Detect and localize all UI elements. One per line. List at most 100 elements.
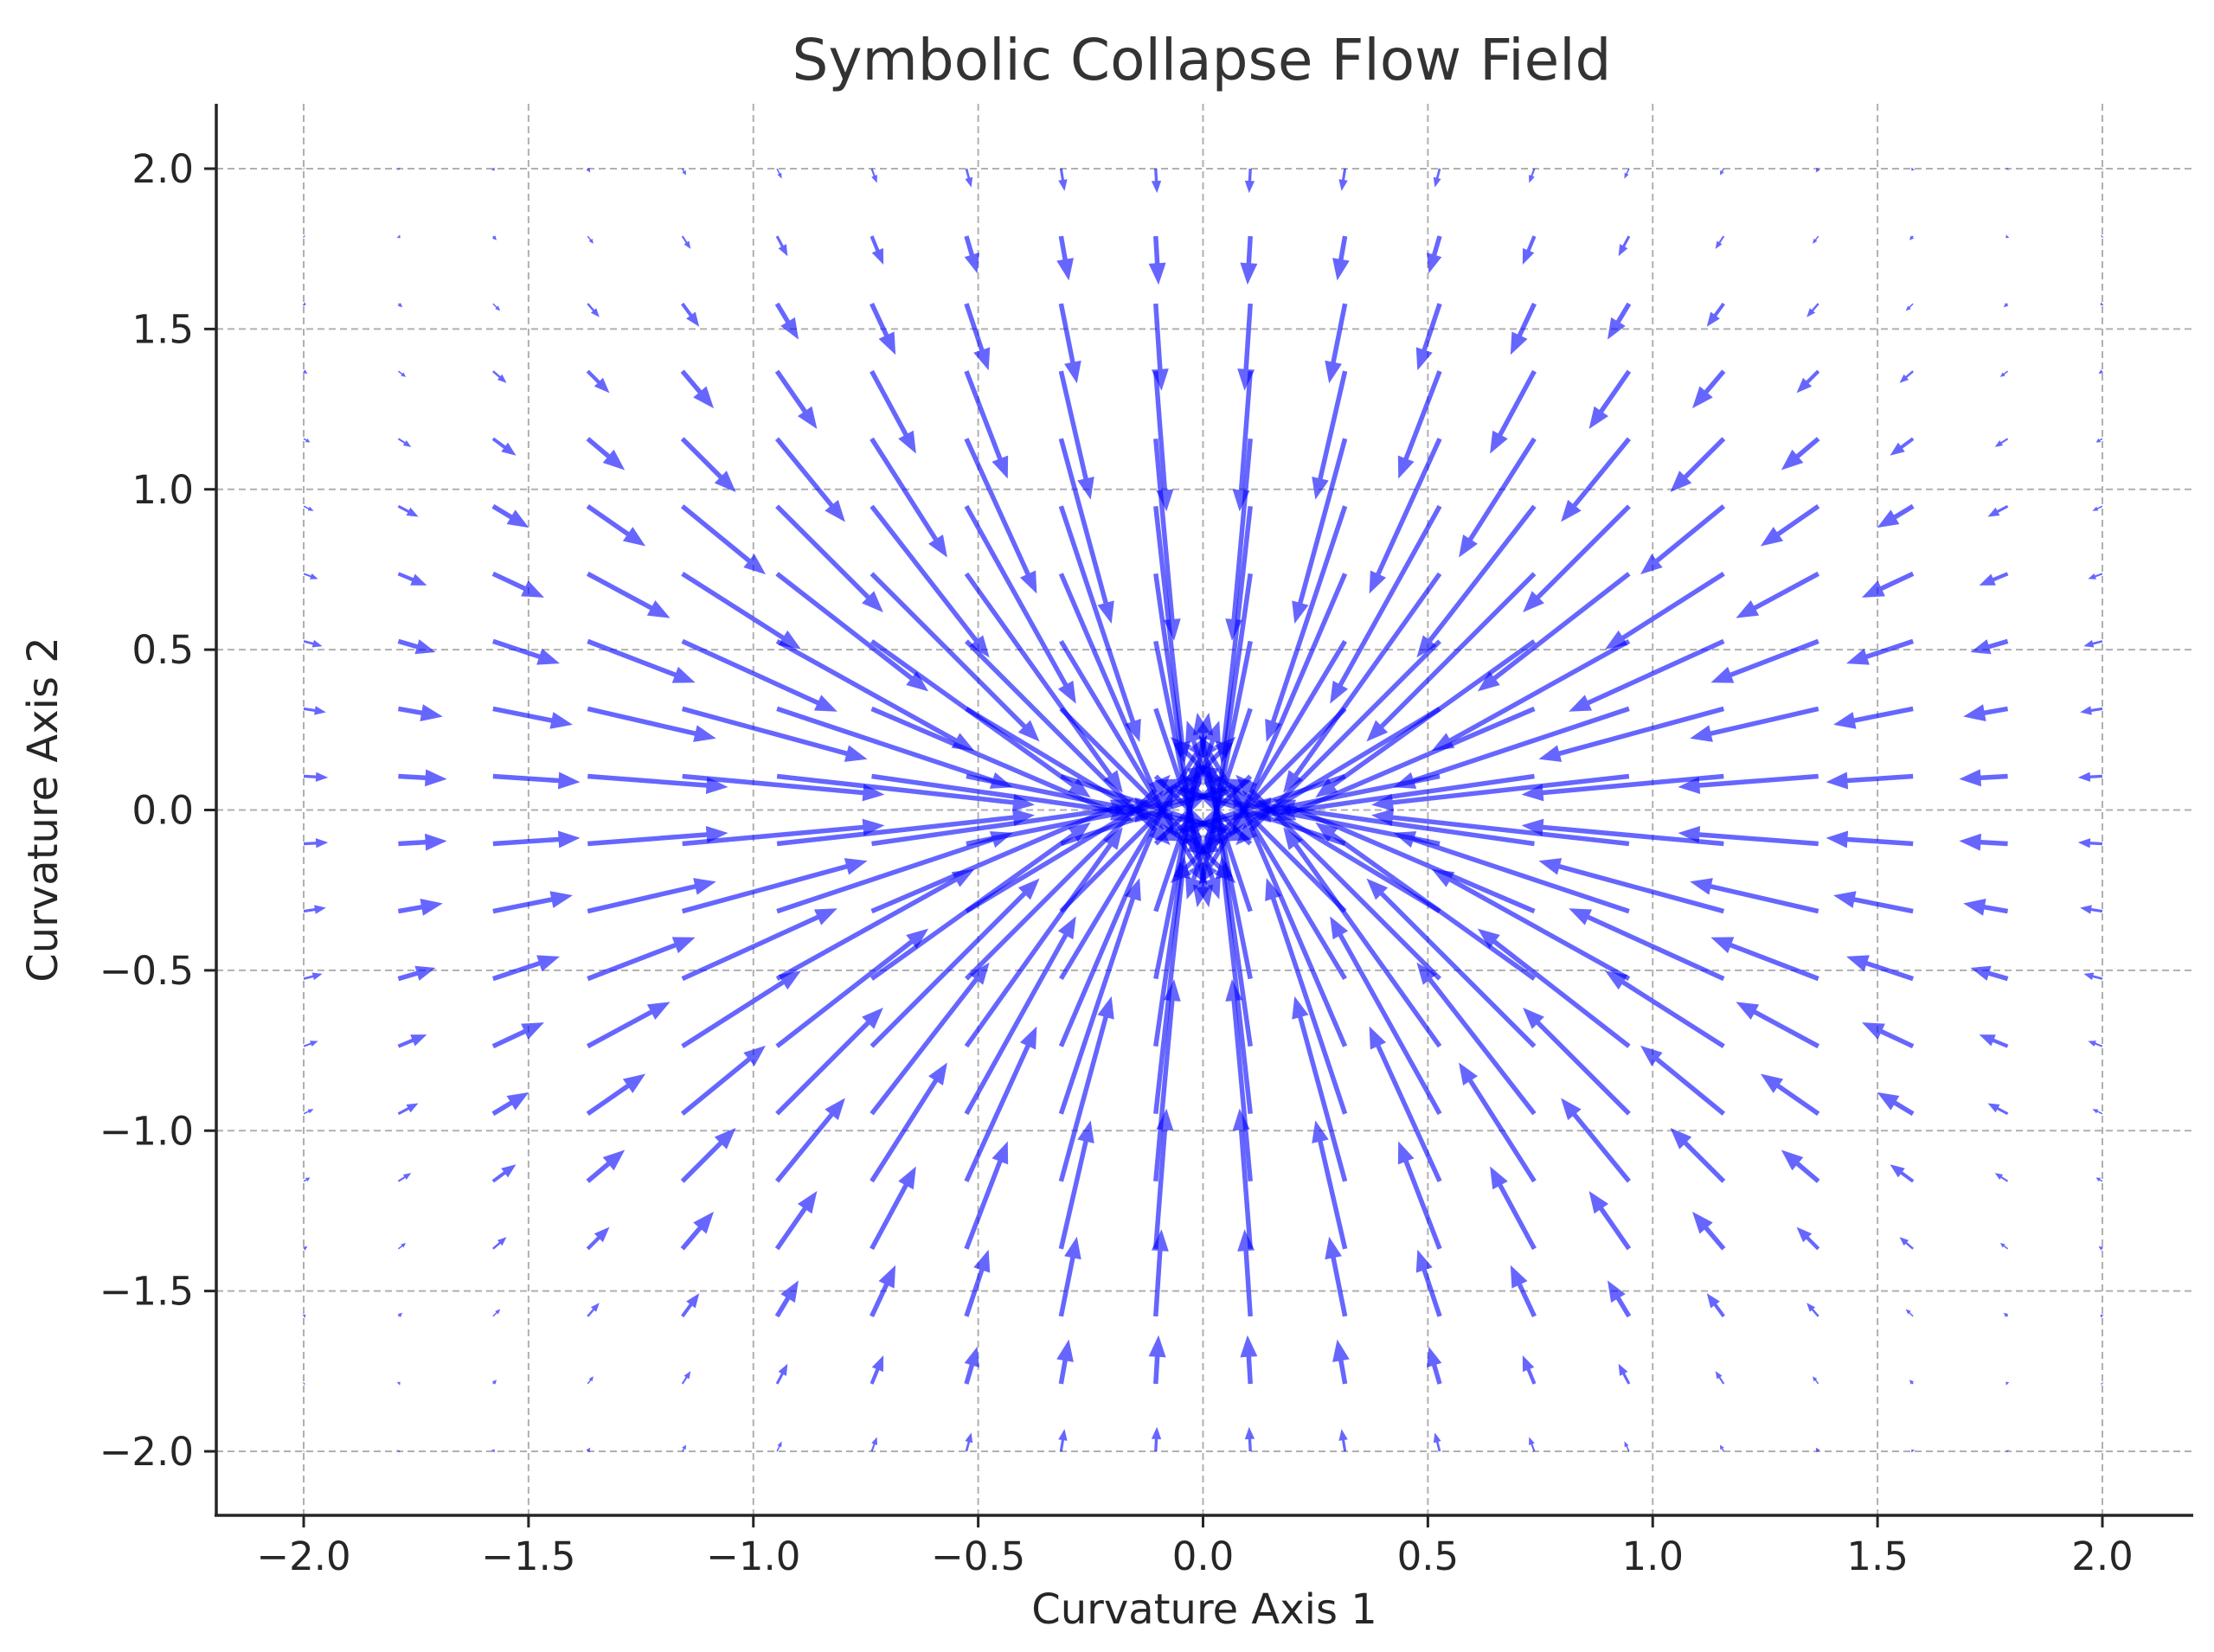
quiver-arrow (681, 970, 801, 1048)
quiver-arrow (1153, 979, 1181, 1182)
quiver-arrow (303, 905, 326, 914)
quiver-arrow (775, 1363, 788, 1385)
y-axis-ticks: −2.0 −1.5 −1.0 −0.5 0.0 0.5 1.0 1.5 2.0 (99, 146, 216, 1475)
quiver-arrow (870, 1354, 884, 1385)
quiver-arrow (1959, 769, 2008, 787)
quiver-arrow (492, 830, 581, 848)
quiver-arrow (1994, 1173, 2009, 1182)
y-tick-label: −1.0 (99, 1108, 194, 1154)
quiver-arrow (680, 504, 766, 575)
quiver-arrow (870, 437, 947, 558)
quiver-arrow (1153, 438, 1181, 641)
quiver-arrow (302, 1450, 305, 1453)
quiver-arrow (682, 818, 885, 847)
quiver-arrow (1371, 773, 1630, 811)
quiver-arrow (397, 899, 443, 916)
quiver-arrow (586, 437, 626, 471)
quiver-arrow (396, 1450, 401, 1453)
quiver-arrow (587, 303, 600, 317)
quiver-arrow (870, 962, 990, 1116)
quiver-arrow (1618, 1363, 1631, 1385)
quiver-arrow (964, 1141, 1009, 1250)
quiver-arrow (965, 707, 1210, 855)
quiver-arrow (1371, 809, 1630, 847)
quiver-arrow (1624, 1441, 1630, 1452)
quiver-arrow (1911, 1449, 1916, 1453)
quiver-arrow (680, 1127, 736, 1183)
quiver-arrow (776, 809, 1035, 847)
quiver-arrow (1710, 638, 1819, 683)
quiver-arrow (491, 571, 544, 598)
quiver-arrow (776, 706, 1013, 789)
quiver-arrow (871, 797, 1158, 847)
quiver-arrow (1877, 503, 1915, 528)
quiver-arrow (1283, 572, 1442, 793)
quiver-arrow (1911, 167, 1916, 171)
quiver-arrow (1979, 1034, 2009, 1048)
quiver-arrow (964, 1346, 979, 1385)
quiver-arrow (1813, 235, 1819, 244)
quiver-arrow (1736, 1002, 1820, 1049)
quiver-arrow (964, 235, 979, 274)
quiver-arrow (1815, 1447, 1820, 1453)
quiver-arrow (1588, 369, 1632, 430)
x-tick-label: −1.5 (481, 1534, 575, 1579)
quiver-arrow (398, 769, 447, 787)
quiver-arrow (587, 937, 696, 982)
quiver-arrow (2092, 505, 2103, 511)
quiver-arrow (964, 916, 1076, 1116)
quiver-arrow (1862, 1022, 1915, 1049)
quiver-arrow (302, 234, 305, 238)
quiver-arrow (1153, 370, 1174, 512)
quiver-arrow (1397, 1141, 1442, 1250)
quiver-arrow (1826, 830, 1914, 848)
quiver-arrow (964, 572, 1123, 793)
quiver-arrow (1338, 1429, 1348, 1452)
quiver-arrow (1153, 855, 1191, 1115)
quiver-arrow (1237, 303, 1255, 391)
quiver-arrow (491, 167, 495, 171)
quiver-arrow (1393, 706, 1630, 789)
quiver-arrow (1416, 962, 1537, 1116)
quiver-arrow (1994, 438, 2009, 447)
quiver-arrow (1058, 370, 1094, 500)
quiver-arrow (870, 572, 1040, 742)
quiver-arrow (491, 638, 561, 665)
quiver-arrow (1369, 1026, 1442, 1182)
quiver-arrow (587, 1376, 594, 1385)
quiver-arrow (774, 1190, 818, 1251)
quiver-arrow (303, 639, 323, 648)
quiver-arrow (870, 706, 1133, 821)
quiver-arrow (1315, 639, 1537, 798)
quiver-arrow (1058, 878, 1141, 1115)
quiver-arrow (681, 638, 837, 712)
quiver-arrow (1233, 784, 1348, 1047)
quiver-arrow (1459, 1062, 1537, 1183)
quiver-arrow (1265, 878, 1348, 1115)
quiver-arrow (775, 504, 883, 613)
quiver-arrow (397, 438, 412, 447)
quiver-arrow (1056, 1339, 1074, 1385)
quiver-arrow (1690, 706, 1819, 742)
x-tick-label: 0.5 (1397, 1534, 1460, 1579)
quiver-arrow (1153, 760, 1203, 1047)
quiver-arrow (681, 572, 801, 650)
grid-lines (216, 104, 2193, 1515)
quiver-arrow (870, 799, 1133, 914)
quiver-arrow (1987, 504, 2009, 517)
quiver-arrow (1058, 573, 1173, 836)
quiver-arrow (1813, 1376, 1819, 1385)
quiver-arrow (682, 773, 885, 802)
quiver-arrow (776, 831, 1013, 914)
quiver-arrow (1431, 868, 1631, 982)
quiver-arrow (680, 437, 736, 493)
quiver-arrow (397, 572, 427, 586)
quiver-arrow (492, 706, 573, 729)
quiver-arrow (587, 638, 696, 683)
quiver-arrow (1608, 1280, 1632, 1318)
quiver-arrow (966, 786, 1233, 847)
quiver-arrow (1325, 1236, 1348, 1317)
quiver-arrow (396, 234, 401, 239)
quiver-arrow (2092, 1109, 2103, 1115)
